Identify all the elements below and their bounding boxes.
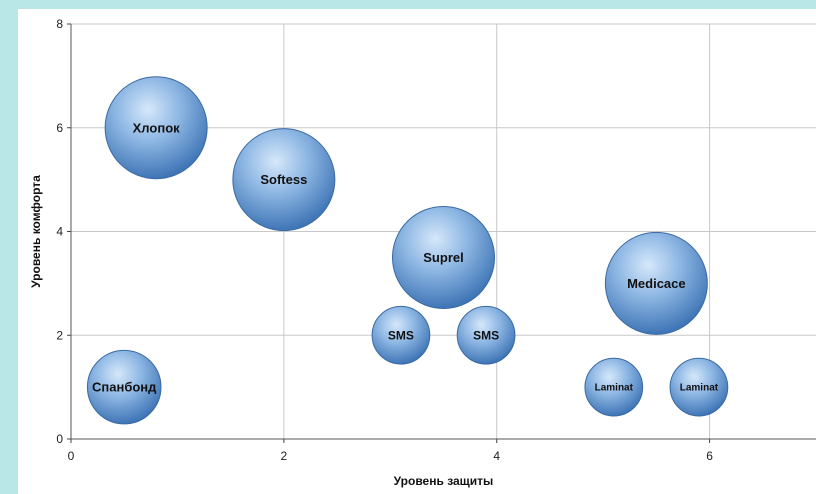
bubble-label: Спанбонд (92, 380, 157, 395)
chart-frame: 0 2 4 6 8 0 2 4 6 Хлопок Softess Suprel Medicace SMS… (18, 9, 816, 494)
bubble: Хлопок (104, 76, 208, 180)
y-tick-label: 6 (56, 121, 63, 135)
y-tick-label: 2 (56, 328, 63, 342)
y-tick-label: 8 (56, 17, 63, 31)
bubble-circle (584, 357, 644, 417)
bubble-label: Laminat (680, 383, 719, 394)
bubble: SMS (371, 305, 431, 365)
bubble-circle (456, 305, 516, 365)
x-tick-label: 2 (281, 449, 288, 463)
bubble-circle (669, 357, 729, 417)
bubble: Laminat (584, 357, 644, 417)
bubble-label: Laminat (595, 383, 634, 394)
bubble-label: Хлопок (133, 120, 180, 135)
x-tick-label: 4 (493, 449, 500, 463)
bubble-circle (104, 76, 208, 180)
bubble-circle (86, 349, 162, 425)
bubble: Laminat (669, 357, 729, 417)
bubble: Medicace (604, 231, 708, 335)
bubble-label: Suprel (423, 250, 463, 265)
bubble-label: Medicace (627, 276, 686, 291)
bubble: Спанбонд (86, 349, 162, 425)
y-tick-label: 0 (56, 432, 63, 446)
x-tick-label: 0 (68, 449, 75, 463)
x-axis-title: Уровень защиты (394, 474, 494, 488)
bubble-layer: Хлопок Softess Suprel Medicace SMS SMS Спанбон… (86, 76, 729, 425)
bubble-label: SMS (388, 328, 414, 342)
y-tick-label: 4 (56, 225, 63, 239)
bubble-circle (392, 205, 495, 309)
bubble-circle (371, 305, 431, 365)
bubble: Suprel (392, 205, 495, 309)
y-axis-title: Уровень комфорта (29, 175, 43, 288)
bubble-label: Softess (260, 172, 307, 187)
bubble: SMS (456, 305, 516, 365)
tick-layer: 0 2 4 6 8 0 2 4 6 (56, 17, 816, 463)
bubble: Softess (232, 128, 336, 232)
bubble-circle (232, 128, 336, 232)
bubble-circle (604, 231, 708, 335)
bubble-chart: 0 2 4 6 8 0 2 4 6 Хлопок Softess Suprel Medicace SMS… (29, 17, 816, 488)
x-tick-label: 6 (706, 449, 713, 463)
bubble-label: SMS (473, 328, 499, 342)
